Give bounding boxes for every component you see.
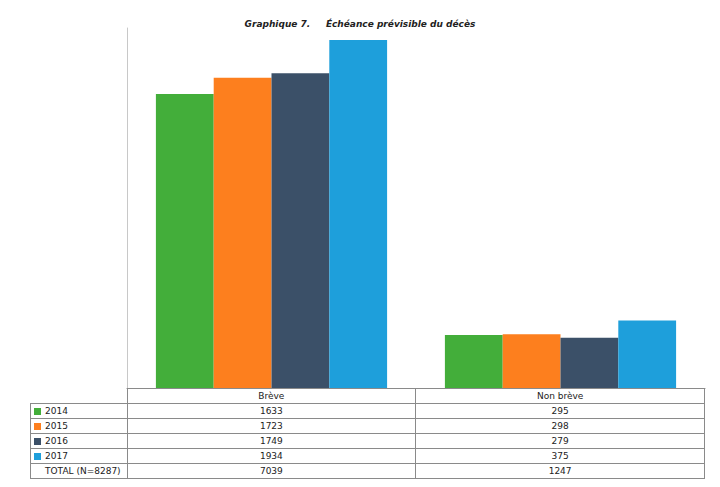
- html-text:375: 375: [551, 451, 569, 461]
- html-text:7039: 7039: [259, 466, 283, 476]
- html-text:1749: 1749: [259, 436, 283, 446]
- html-text:2016: 2016: [45, 436, 68, 446]
- html-text:298: 298: [551, 421, 569, 431]
- html-text:295: 295: [551, 406, 569, 416]
- html-text:1723: 1723: [259, 421, 283, 431]
- html-text:TOTAL (N=8287): TOTAL (N=8287): [45, 466, 121, 476]
- html-text:1934: 1934: [259, 451, 283, 461]
- svg-text:Graphique 7. Échéance prév: Graphique 7. Échéance prévisible du décè…: [245, 18, 476, 29]
- html-text:Non brève: Non brève: [536, 391, 584, 401]
- html-text:2017: 2017: [45, 451, 68, 461]
- html-text:279: 279: [551, 436, 569, 446]
- html-text:1633: 1633: [259, 406, 283, 416]
- html-text:1247: 1247: [548, 466, 572, 476]
- html-text:2014: 2014: [45, 406, 68, 416]
- html-text:Brève: Brève: [258, 391, 285, 401]
- html-text:2015: 2015: [45, 421, 68, 431]
